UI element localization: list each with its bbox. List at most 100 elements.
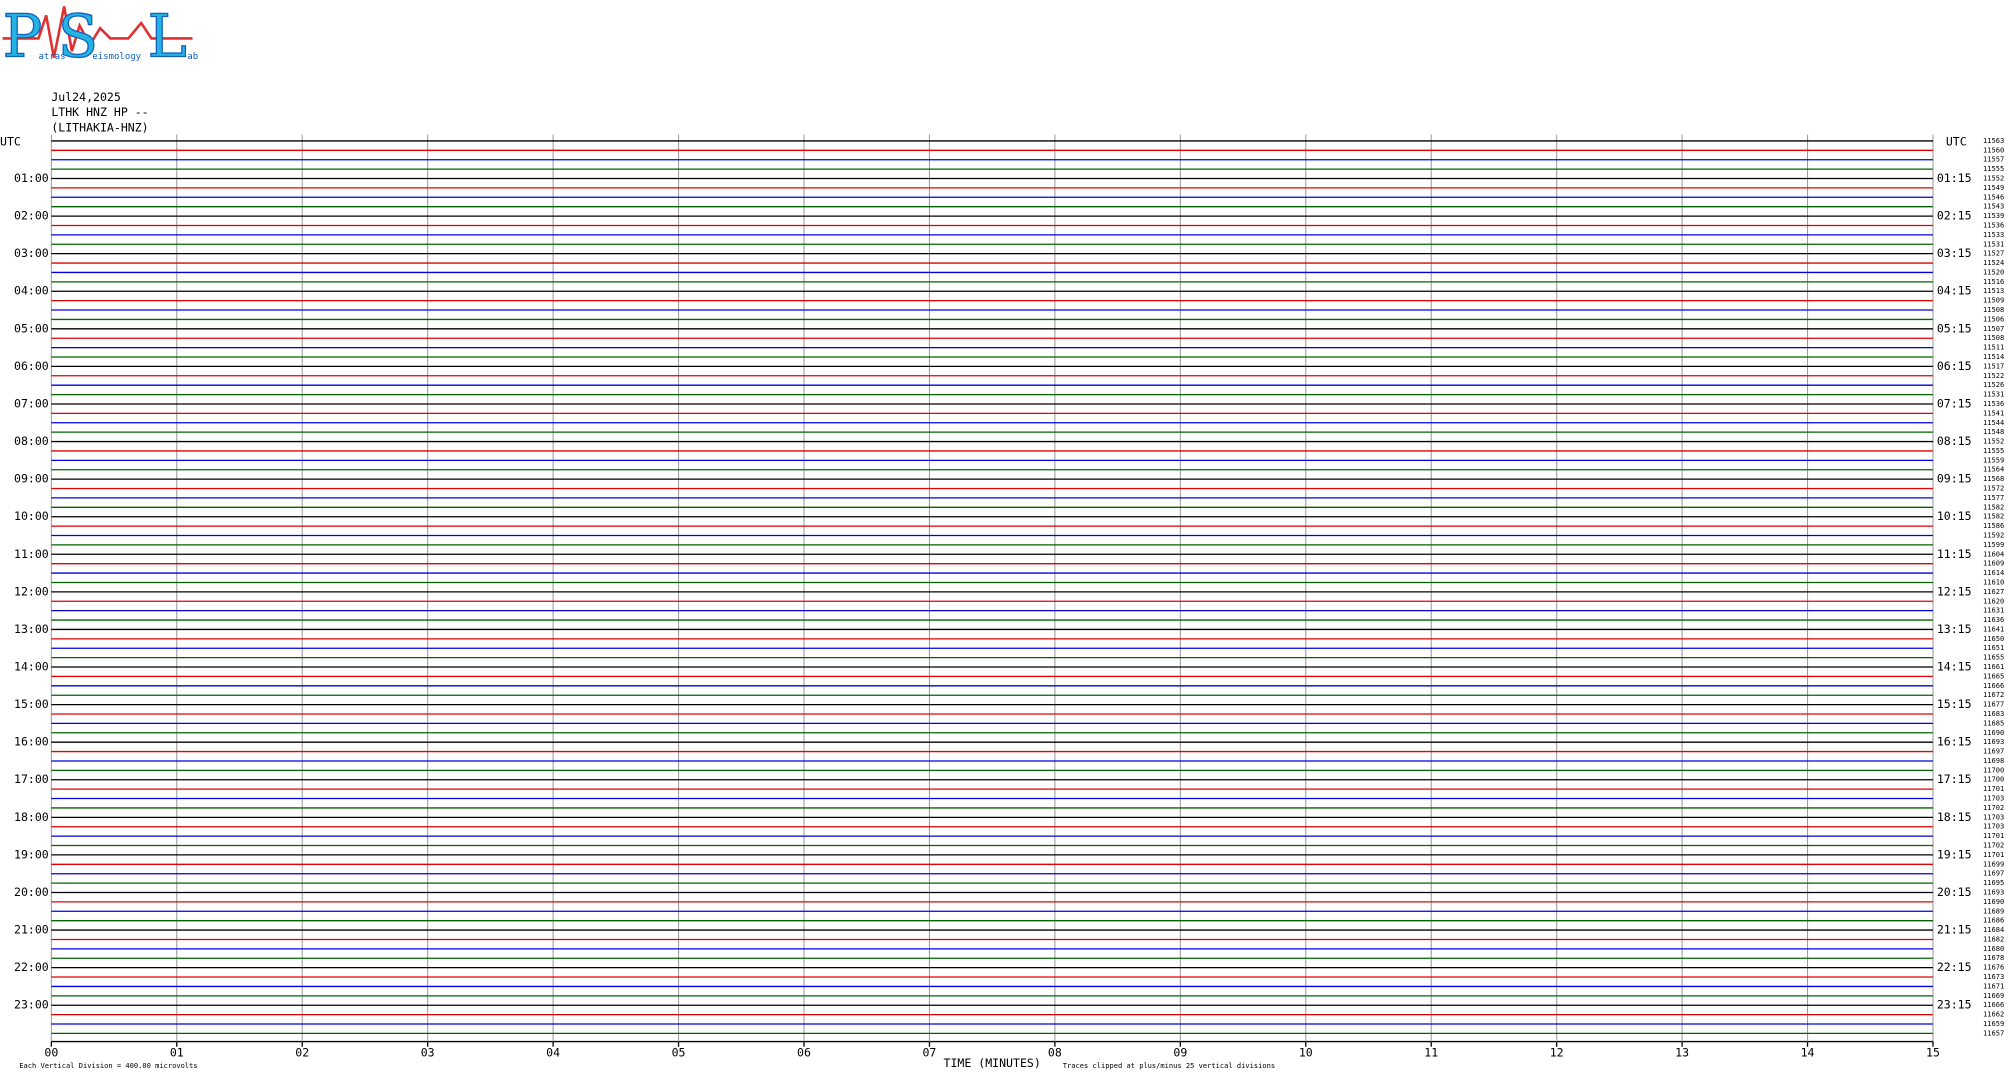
right-utc-label: UTC — [1946, 135, 1967, 149]
right-hour-label: 01:15 — [1937, 171, 1972, 185]
right-hour-label: 10:15 — [1937, 509, 1972, 523]
trace-label: 11557 — [1983, 155, 2004, 164]
right-hour-label: 07:15 — [1937, 396, 1972, 410]
left-hour-label: 15:00 — [14, 697, 49, 711]
trace-label: 11693 — [1983, 887, 2004, 896]
trace-label: 11701 — [1983, 831, 2004, 840]
left-hour-label: 23:00 — [14, 998, 49, 1012]
right-hour-label: 14:15 — [1937, 660, 1972, 674]
trace-label: 11671 — [1983, 981, 2004, 990]
trace-label: 11662 — [1983, 1010, 2004, 1019]
trace-label: 11552 — [1983, 437, 2004, 446]
trace-label: 11672 — [1983, 690, 2004, 699]
trace-label: 11703 — [1983, 822, 2004, 831]
left-hour-label: 09:00 — [14, 472, 49, 486]
trace-label: 11541 — [1983, 408, 2004, 417]
trace-label: 11508 — [1983, 305, 2004, 314]
trace-label: 11695 — [1983, 878, 2004, 887]
date: Jul24,2025 — [51, 90, 121, 104]
logo-letter: L — [148, 2, 187, 71]
right-hour-label: 06:15 — [1937, 359, 1972, 373]
logo-word: atras — [39, 52, 66, 62]
right-hour-label: 04:15 — [1937, 284, 1972, 298]
left-hour-label: 17:00 — [14, 772, 49, 786]
trace-label: 11627 — [1983, 587, 2004, 596]
left-hour-label: 06:00 — [14, 359, 49, 373]
trace-label: 11560 — [1983, 145, 2004, 154]
trace-label: 11690 — [1983, 897, 2004, 906]
trace-label: 11555 — [1983, 446, 2004, 455]
trace-label: 11700 — [1983, 775, 2004, 784]
trace-label: 11548 — [1983, 427, 2004, 436]
right-hour-label: 23:15 — [1937, 998, 1972, 1012]
trace-label: 11702 — [1983, 803, 2004, 812]
trace-label: 11699 — [1983, 859, 2004, 868]
trace-label: 11690 — [1983, 728, 2004, 737]
trace-label: 11536 — [1983, 220, 2004, 229]
trace-label: 11592 — [1983, 531, 2004, 540]
left-hour-label: 04:00 — [14, 284, 49, 298]
minute-label: 10 — [1299, 1046, 1313, 1060]
right-hour-label: 18:15 — [1937, 810, 1972, 824]
trace-label: 11689 — [1983, 906, 2004, 915]
trace-label: 11526 — [1983, 380, 2004, 389]
trace-label: 11666 — [1983, 681, 2004, 690]
right-hour-label: 11:15 — [1937, 547, 1972, 561]
trace-label: 11620 — [1983, 596, 2004, 605]
trace-label: 11702 — [1983, 841, 2004, 850]
trace-label: 11610 — [1983, 577, 2004, 586]
trace-label: 11506 — [1983, 314, 2004, 323]
left-hour-label: 18:00 — [14, 810, 49, 824]
left-hour-label: 16:00 — [14, 735, 49, 749]
trace-label: 11552 — [1983, 174, 2004, 183]
trace-label: 11678 — [1983, 953, 2004, 962]
trace-label: 11520 — [1983, 267, 2004, 276]
trace-label: 11701 — [1983, 784, 2004, 793]
minute-label: 09 — [1173, 1046, 1187, 1060]
trace-label: 11636 — [1983, 615, 2004, 624]
trace-label: 11536 — [1983, 399, 2004, 408]
right-hour-label: 21:15 — [1937, 923, 1972, 937]
left-hour-label: 20:00 — [14, 885, 49, 899]
trace-label: 11657 — [1983, 1028, 2004, 1037]
trace-label: 11563 — [1983, 136, 2004, 145]
clip-note: Traces clipped at plus/minus 25 vertical… — [1063, 1061, 1275, 1070]
trace-label: 11516 — [1983, 277, 2004, 286]
minute-label: 04 — [546, 1046, 560, 1060]
right-hour-label: 15:15 — [1937, 697, 1972, 711]
trace-label: 11703 — [1983, 794, 2004, 803]
trace-label: 11564 — [1983, 465, 2004, 474]
trace-label: 11546 — [1983, 192, 2004, 201]
trace-label: 11543 — [1983, 202, 2004, 211]
left-hour-label: 12:00 — [14, 584, 49, 598]
right-hour-label: 16:15 — [1937, 735, 1972, 749]
right-hour-label: 08:15 — [1937, 434, 1972, 448]
logo-word: eismology — [92, 52, 141, 62]
trace-label: 11677 — [1983, 700, 2004, 709]
right-hour-label: 19:15 — [1937, 847, 1972, 861]
traces — [51, 140, 1933, 1035]
left-hour-label: 08:00 — [14, 434, 49, 448]
trace-label: 11701 — [1983, 850, 2004, 859]
trace-label: 11577 — [1983, 493, 2004, 502]
trace-label: 11507 — [1983, 324, 2004, 333]
left-utc-label: UTC — [0, 135, 21, 149]
right-hour-label: 17:15 — [1937, 772, 1972, 786]
trace-label: 11517 — [1983, 361, 2004, 370]
trace-label: 11669 — [1983, 991, 2004, 1000]
trace-label: 11685 — [1983, 718, 2004, 727]
minute-label: 02 — [295, 1046, 309, 1060]
trace-label: 11604 — [1983, 549, 2004, 558]
trace-label: 11509 — [1983, 296, 2004, 305]
minute-label: 05 — [672, 1046, 686, 1060]
logo-wave — [2, 6, 193, 58]
trace-label: 11533 — [1983, 230, 2004, 239]
minute-label: 01 — [170, 1046, 184, 1060]
station: LTHK HNZ HP -- — [51, 105, 148, 119]
trace-label: 11582 — [1983, 512, 2004, 521]
minute-label: 15 — [1926, 1046, 1940, 1060]
trace-label: 11676 — [1983, 963, 2004, 972]
minute-label: 13 — [1675, 1046, 1689, 1060]
